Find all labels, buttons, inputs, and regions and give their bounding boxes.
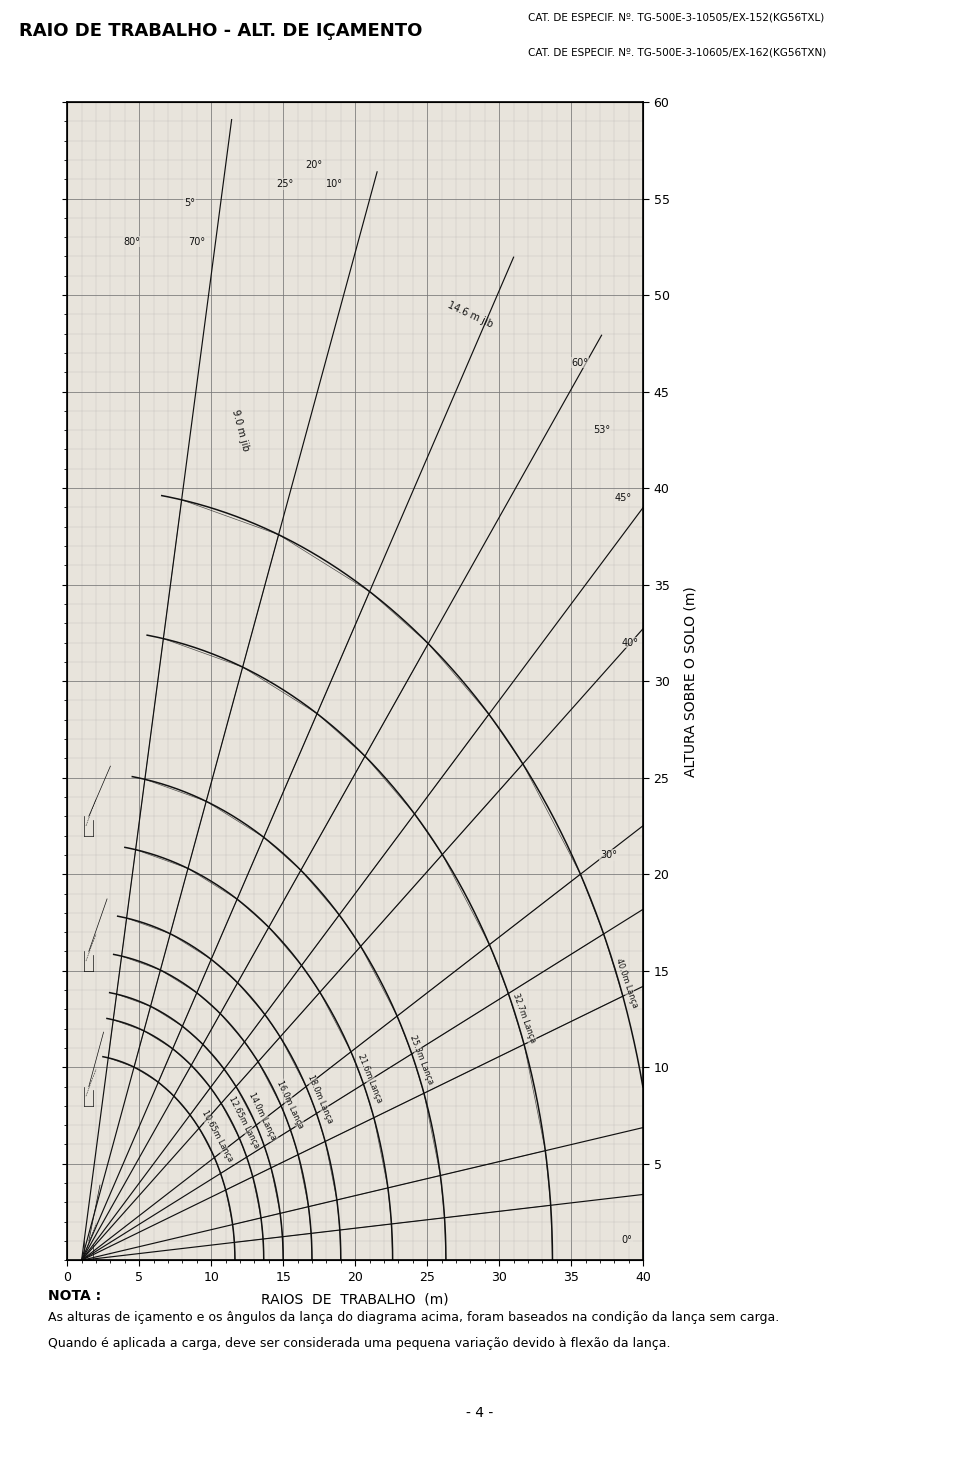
Text: 18.0m Lança: 18.0m Lança: [306, 1074, 334, 1125]
Text: 14.6 m jib: 14.6 m jib: [446, 300, 494, 329]
Text: 0°: 0°: [622, 1236, 633, 1244]
Text: As alturas de içamento e os ângulos da lança do diagrama acima, foram baseados n: As alturas de içamento e os ângulos da l…: [48, 1311, 780, 1324]
Text: Quando é aplicada a carga, deve ser considerada uma pequena variação devido à fl: Quando é aplicada a carga, deve ser cons…: [48, 1338, 670, 1349]
X-axis label: RAIOS  DE  TRABALHO  (m): RAIOS DE TRABALHO (m): [261, 1292, 449, 1305]
Text: 10°: 10°: [326, 179, 344, 189]
Y-axis label: ALTURA SOBRE O SOLO (m): ALTURA SOBRE O SOLO (m): [684, 586, 698, 777]
Text: 60°: 60°: [571, 357, 588, 367]
Text: 25°: 25°: [276, 179, 293, 189]
Text: 40.0m Lança: 40.0m Lança: [613, 957, 639, 1008]
Text: 53°: 53°: [592, 425, 610, 436]
Text: 5°: 5°: [184, 198, 195, 208]
Text: NOTA :: NOTA :: [48, 1289, 101, 1304]
Text: 40°: 40°: [622, 638, 638, 647]
Text: RAIO DE TRABALHO - ALT. DE IÇAMENTO: RAIO DE TRABALHO - ALT. DE IÇAMENTO: [19, 22, 422, 41]
Text: - 4 -: - 4 -: [467, 1406, 493, 1421]
Text: 45°: 45°: [614, 492, 632, 503]
Text: 12.65m Lança: 12.65m Lança: [227, 1094, 261, 1150]
Text: 10.65m Lança: 10.65m Lança: [200, 1109, 234, 1164]
Text: 80°: 80°: [124, 237, 140, 246]
Text: 32.7m Lança: 32.7m Lança: [511, 992, 538, 1045]
Text: 16.0m Lança: 16.0m Lança: [276, 1080, 305, 1129]
Text: 14.0m Lança: 14.0m Lança: [248, 1091, 278, 1142]
Text: 25.3m Lança: 25.3m Lança: [408, 1033, 435, 1085]
Text: 21.6m Lança: 21.6m Lança: [356, 1052, 384, 1104]
Text: CAT. DE ESPECIF. Nº. TG-500E-3-10605/EX-162(KG56TXN): CAT. DE ESPECIF. Nº. TG-500E-3-10605/EX-…: [528, 48, 827, 57]
Text: 20°: 20°: [304, 160, 322, 169]
Text: CAT. DE ESPECIF. Nº. TG-500E-3-10505/EX-152(KG56TXL): CAT. DE ESPECIF. Nº. TG-500E-3-10505/EX-…: [528, 13, 825, 22]
Text: 30°: 30°: [600, 849, 617, 860]
Text: 9.0 m jib: 9.0 m jib: [229, 408, 251, 452]
Text: 70°: 70°: [188, 237, 205, 246]
